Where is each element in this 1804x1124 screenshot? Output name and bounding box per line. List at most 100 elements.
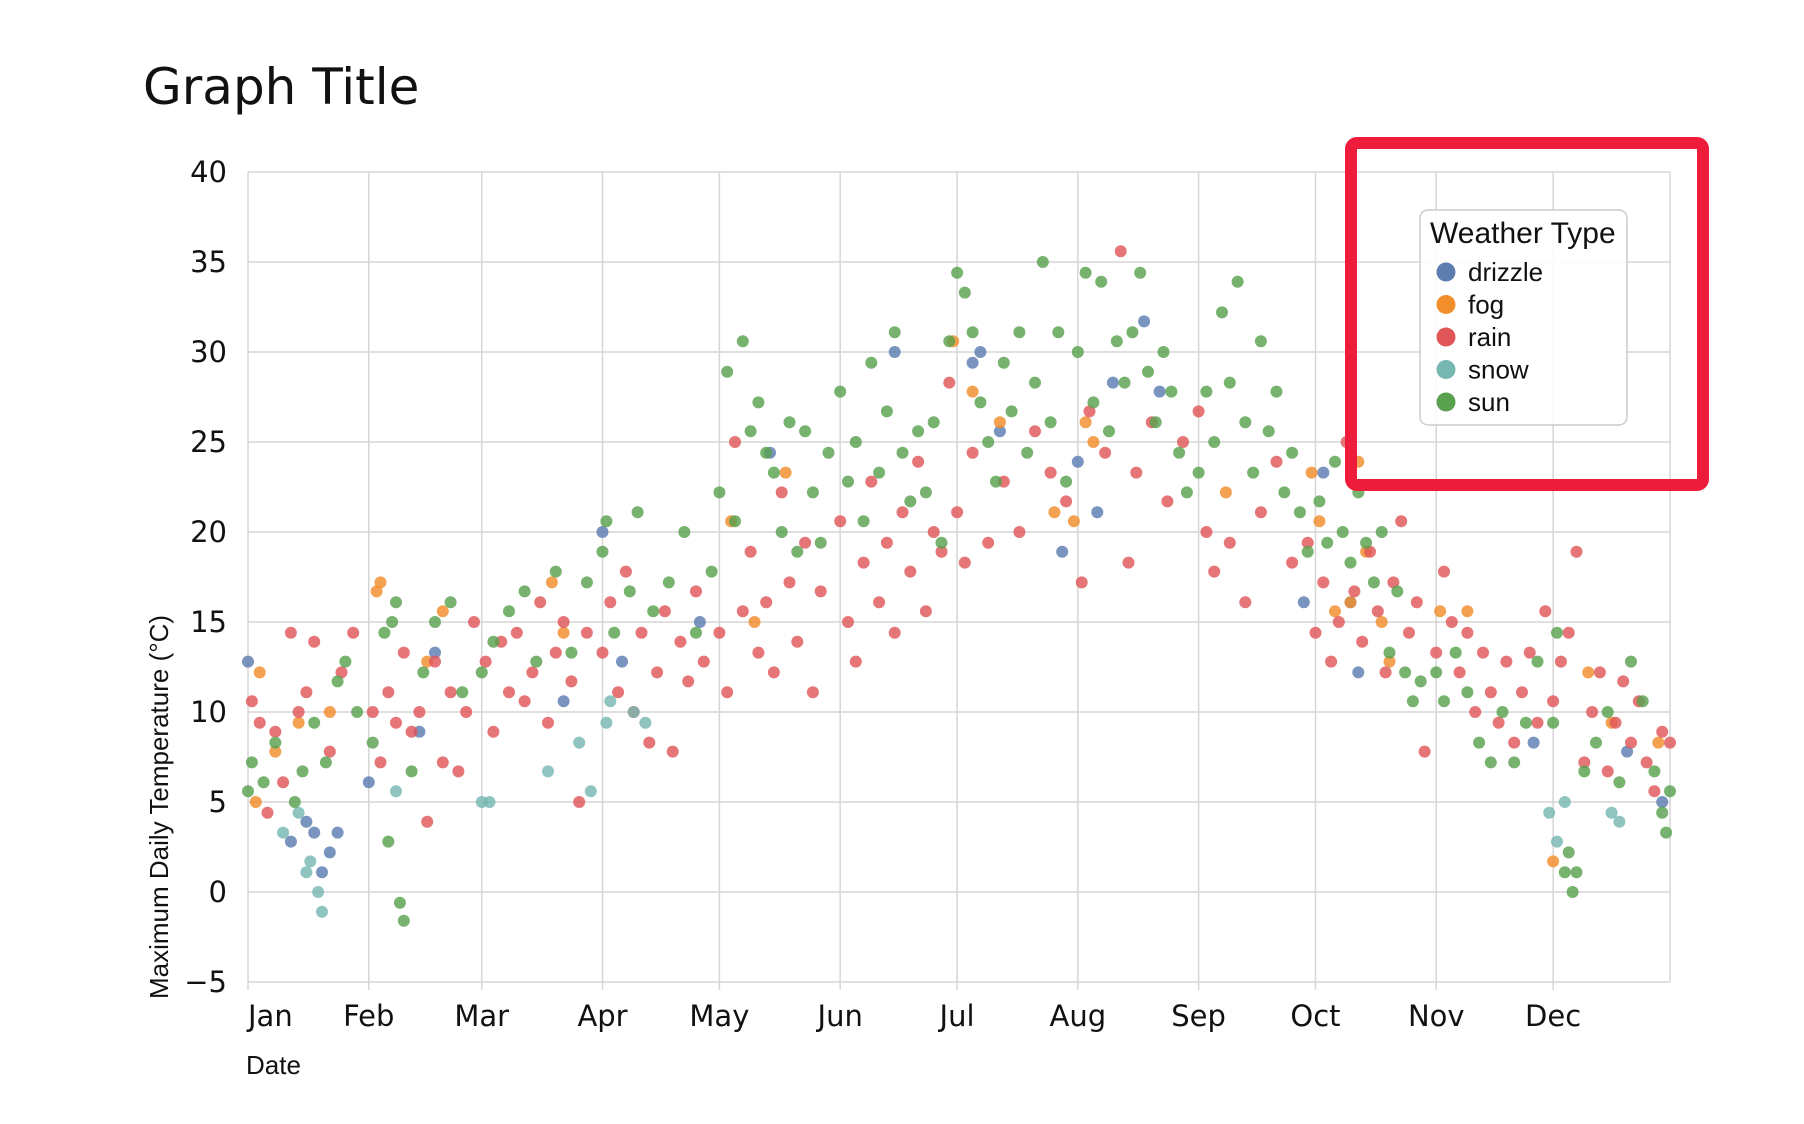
data-point-sun — [382, 835, 395, 848]
data-point-rain — [468, 616, 480, 628]
data-point-snow — [277, 826, 290, 839]
data-point-sun — [1344, 556, 1357, 569]
data-point-fog — [370, 585, 383, 598]
data-point-rain — [834, 515, 847, 528]
data-point-drizzle — [308, 826, 321, 839]
data-point-rain — [487, 725, 500, 738]
data-point-rain — [1648, 785, 1661, 798]
data-point-sun — [896, 446, 909, 459]
data-point-sun — [1375, 526, 1388, 538]
data-point-sun — [814, 536, 827, 549]
data-point-sun — [1590, 736, 1602, 749]
data-point-sun — [834, 385, 847, 398]
data-point-rain — [1453, 666, 1466, 679]
data-point-rain — [1379, 666, 1392, 679]
data-point-sun — [1648, 765, 1661, 778]
data-point-sun — [1399, 666, 1412, 679]
data-point-sun — [783, 416, 796, 429]
data-point-rain — [697, 655, 710, 668]
data-point-rain — [806, 686, 819, 699]
data-point-snow — [627, 706, 640, 718]
data-point-rain — [1395, 515, 1408, 528]
x-tick-label: Apr — [577, 999, 627, 1033]
data-point-rain — [366, 706, 379, 718]
y-tick-label: 20 — [190, 515, 227, 549]
data-point-rain — [510, 626, 523, 639]
data-point-rain — [335, 666, 348, 679]
data-point-rain — [1531, 716, 1544, 729]
data-point-sun — [1071, 346, 1084, 358]
data-point-sun — [997, 356, 1010, 369]
data-point-rain — [982, 536, 995, 549]
y-axis-title: Maximum Daily Temperature (°C) — [144, 615, 174, 999]
data-point-rain — [1356, 635, 1369, 648]
data-point-sun — [1321, 536, 1334, 549]
data-point-sun — [1601, 706, 1614, 718]
data-point-rain — [1484, 686, 1497, 699]
data-point-rain — [413, 706, 426, 718]
data-point-rain — [1254, 506, 1267, 519]
data-point-sun — [378, 626, 391, 639]
data-point-sun — [1430, 666, 1443, 679]
data-point-fog — [1547, 855, 1560, 868]
data-point-fog — [966, 385, 979, 398]
data-point-fog — [1329, 605, 1341, 618]
data-point-sun — [806, 486, 819, 499]
data-point-fog — [779, 466, 792, 479]
data-point-rain — [436, 756, 449, 769]
x-tick-label: Jan — [246, 999, 293, 1033]
data-point-sun — [958, 286, 971, 299]
data-point-fog — [1375, 616, 1388, 628]
data-point-rain — [958, 556, 971, 569]
data-point-rain — [896, 506, 909, 519]
data-point-rain — [1029, 425, 1041, 438]
data-point-sun — [1473, 736, 1486, 749]
data-point-rain — [382, 686, 395, 699]
data-point-rain — [791, 635, 804, 648]
data-point-sun — [518, 585, 531, 598]
data-point-fog — [1087, 436, 1100, 448]
data-point-rain — [814, 585, 827, 598]
data-point-sun — [1278, 486, 1291, 499]
data-point-snow — [1613, 815, 1626, 828]
data-point-sun — [386, 616, 399, 628]
data-point-rain — [429, 655, 441, 668]
data-point-rain — [1387, 576, 1400, 589]
data-point-fog — [557, 626, 570, 639]
data-point-fog — [1079, 416, 1092, 429]
data-point-rain — [651, 666, 664, 679]
data-point-sun — [1336, 526, 1349, 538]
data-point-sun — [1247, 466, 1260, 479]
data-point-rain — [1348, 585, 1361, 598]
data-point-sun — [1461, 686, 1474, 699]
data-point-sun — [1231, 275, 1244, 288]
data-point-sun — [752, 396, 765, 409]
data-point-rain — [849, 655, 862, 668]
data-point-sun — [503, 605, 515, 618]
data-point-fog — [1383, 655, 1396, 668]
data-point-drizzle — [331, 826, 344, 839]
data-point-sun — [1052, 326, 1065, 339]
legend-box — [1419, 209, 1628, 426]
legend-swatch-fog — [1436, 295, 1456, 314]
data-point-sun — [1286, 446, 1299, 459]
data-point-rain — [1554, 655, 1567, 668]
data-point-rain — [1593, 666, 1606, 679]
data-point-sun — [1087, 396, 1100, 409]
data-point-sun — [1223, 376, 1236, 389]
data-point-sun — [1270, 385, 1283, 398]
data-point-rain — [308, 635, 321, 648]
legend-title: Weather Type — [1430, 217, 1616, 250]
data-point-drizzle — [557, 695, 570, 708]
data-point-rain — [1286, 556, 1299, 569]
data-point-snow — [604, 695, 617, 708]
y-tick-label: 0 — [209, 875, 227, 909]
data-point-snow — [639, 716, 652, 729]
data-point-sun — [966, 326, 979, 339]
data-point-drizzle — [1138, 315, 1151, 328]
data-point-rain — [775, 486, 788, 499]
data-point-sun — [580, 576, 593, 589]
data-point-sun — [308, 716, 321, 729]
data-point-sun — [296, 765, 309, 778]
data-point-snow — [584, 785, 597, 798]
